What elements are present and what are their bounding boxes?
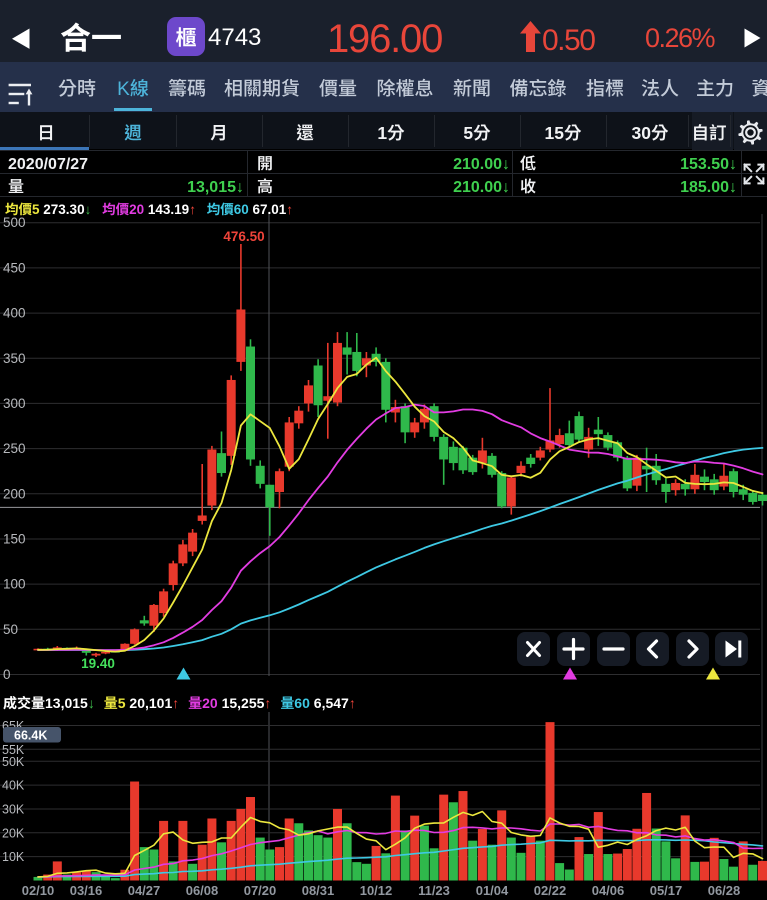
svg-text:350: 350 [3,351,26,366]
svg-text:11/23: 11/23 [418,883,450,898]
svg-text:40K: 40K [2,779,25,793]
svg-text:10/12: 10/12 [360,883,393,898]
svg-text:100: 100 [3,577,26,592]
svg-text:03/16: 03/16 [70,883,103,898]
svg-text:30K: 30K [2,803,25,817]
svg-text:50K: 50K [2,755,25,769]
svg-text:04/27: 04/27 [128,883,161,898]
svg-text:0: 0 [3,667,11,682]
svg-text:02/22: 02/22 [534,883,567,898]
svg-text:04/06: 04/06 [592,883,625,898]
svg-text:20K: 20K [2,826,25,840]
svg-text:02/10: 02/10 [22,883,55,898]
svg-text:55K: 55K [2,743,25,757]
svg-text:05/17: 05/17 [650,883,683,898]
svg-text:150: 150 [3,532,26,547]
svg-text:06/08: 06/08 [186,883,219,898]
svg-text:250: 250 [3,441,26,456]
svg-text:10K: 10K [2,850,25,864]
svg-text:08/31: 08/31 [302,883,335,898]
svg-text:476.50: 476.50 [223,229,264,244]
svg-text:450: 450 [3,260,26,275]
svg-text:300: 300 [3,396,26,411]
svg-text:200: 200 [3,486,26,501]
svg-text:19.40: 19.40 [81,656,115,671]
svg-text:07/20: 07/20 [244,883,277,898]
svg-text:06/28: 06/28 [708,883,741,898]
svg-text:50: 50 [3,622,18,637]
svg-text:66.4K: 66.4K [14,729,47,743]
svg-text:500: 500 [3,215,26,230]
svg-text:01/04: 01/04 [476,883,509,898]
svg-text:400: 400 [3,306,26,321]
